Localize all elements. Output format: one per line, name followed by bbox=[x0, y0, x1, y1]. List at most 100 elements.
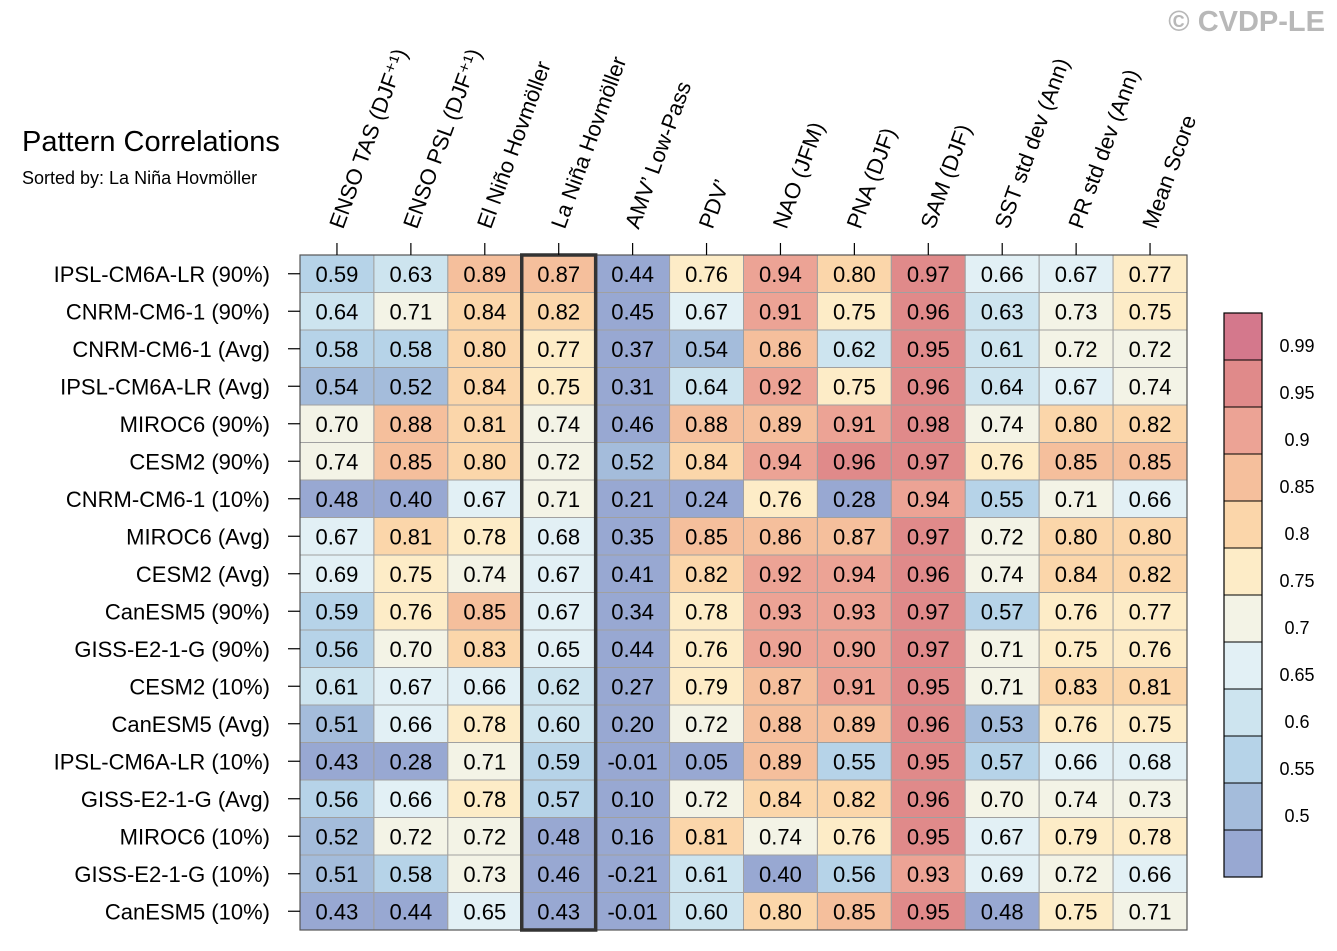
heatmap-cell bbox=[669, 854, 744, 893]
cell-value-label: 0.88 bbox=[685, 412, 728, 437]
heatmap-cell bbox=[816, 404, 892, 443]
heatmap-cell bbox=[816, 667, 892, 706]
cell-value-label: 0.92 bbox=[759, 562, 802, 587]
heatmap-cell bbox=[299, 329, 375, 368]
cell-value-label: 0.85 bbox=[1129, 449, 1172, 474]
cell-value-label: 0.28 bbox=[389, 749, 432, 774]
heatmap-cell bbox=[447, 667, 523, 706]
cell-value-label: 0.76 bbox=[685, 637, 728, 662]
cell-value-label: 0.80 bbox=[1129, 524, 1172, 549]
heatmap-cell bbox=[1112, 629, 1188, 668]
cell-value-label: 0.64 bbox=[981, 374, 1024, 399]
cell-value-label: 0.57 bbox=[981, 599, 1024, 624]
heatmap-cell bbox=[964, 742, 1040, 781]
cell-value-label: 0.72 bbox=[685, 787, 728, 812]
cell-value-label: 0.97 bbox=[907, 262, 950, 287]
row-label: IPSL-CM6A-LR (10%) bbox=[54, 749, 270, 774]
cell-value-label: 0.83 bbox=[463, 637, 506, 662]
cell-value-label: 0.74 bbox=[981, 412, 1024, 437]
column-label: PDV’ bbox=[694, 176, 735, 232]
cell-value-label: 0.75 bbox=[833, 374, 876, 399]
cell-value-label: 0.84 bbox=[759, 787, 802, 812]
cell-value-label: 0.78 bbox=[685, 599, 728, 624]
cell-value-label: 0.10 bbox=[611, 787, 654, 812]
colorbar-label: 0.95 bbox=[1279, 383, 1314, 403]
column-label: Mean Score bbox=[1137, 112, 1201, 232]
colorbar-label: 0.65 bbox=[1279, 665, 1314, 685]
cell-value-label: 0.44 bbox=[611, 262, 654, 287]
cell-value-label: 0.67 bbox=[389, 674, 432, 699]
column-label: ENSO PSL (DJF⁺¹) bbox=[398, 45, 486, 231]
colorbar-swatch bbox=[1224, 501, 1262, 548]
row-label: CESM2 (90%) bbox=[129, 449, 270, 474]
cell-value-label: 0.86 bbox=[759, 524, 802, 549]
heatmap-cell bbox=[890, 329, 966, 368]
cell-value-label: 0.37 bbox=[611, 337, 654, 362]
cell-value-label: 0.28 bbox=[833, 487, 876, 512]
cell-value-label: 0.67 bbox=[685, 299, 728, 324]
cell-value-label: 0.52 bbox=[316, 824, 359, 849]
colorbar-label: 0.75 bbox=[1279, 571, 1314, 591]
cell-value-label: 0.66 bbox=[1129, 487, 1172, 512]
heatmap-cell bbox=[595, 667, 671, 706]
cell-value-label: 0.58 bbox=[389, 337, 432, 362]
cell-value-label: 0.63 bbox=[389, 262, 432, 287]
cell-value-label: 0.97 bbox=[907, 637, 950, 662]
heatmap-cell bbox=[669, 479, 744, 518]
heatmap-cell bbox=[669, 442, 744, 481]
heatmap-cell bbox=[595, 779, 671, 818]
heatmap-cell bbox=[743, 592, 818, 631]
cell-value-label: 0.67 bbox=[316, 524, 359, 549]
heatmap-cell bbox=[816, 254, 892, 293]
cell-value-label: 0.68 bbox=[1129, 749, 1172, 774]
heatmap-cell bbox=[595, 517, 671, 556]
cell-value-label: 0.96 bbox=[907, 712, 950, 737]
heatmap-cell bbox=[743, 779, 818, 818]
heatmap-cell bbox=[1038, 404, 1114, 443]
heatmap-cell bbox=[1038, 704, 1114, 743]
cell-value-label: 0.80 bbox=[463, 337, 506, 362]
cell-value-label: 0.66 bbox=[389, 787, 432, 812]
cell-value-label: 0.72 bbox=[685, 712, 728, 737]
cell-value-label: 0.82 bbox=[685, 562, 728, 587]
heatmap-cell bbox=[816, 629, 892, 668]
heatmap-cell bbox=[1038, 592, 1114, 631]
colorbar-swatch bbox=[1224, 407, 1262, 454]
column-label: SST std dev (Ann) bbox=[989, 55, 1074, 232]
cell-value-label: 0.96 bbox=[907, 299, 950, 324]
cell-value-label: 0.67 bbox=[1055, 262, 1098, 287]
heatmap-cell bbox=[299, 442, 375, 481]
heatmap-cell bbox=[1112, 892, 1188, 931]
cell-value-label: 0.64 bbox=[316, 299, 359, 324]
cell-value-label: 0.72 bbox=[981, 524, 1024, 549]
cell-value-label: 0.73 bbox=[1055, 299, 1098, 324]
cell-value-label: 0.85 bbox=[685, 524, 728, 549]
cell-value-label: 0.78 bbox=[463, 524, 506, 549]
column-label: PNA (DJF) bbox=[842, 124, 901, 231]
column-label: El Niño Hovmöller bbox=[472, 58, 556, 232]
heatmap-cell bbox=[521, 892, 597, 931]
heatmap-cell bbox=[890, 629, 966, 668]
cell-value-label: 0.95 bbox=[907, 824, 950, 849]
cell-value-label: 0.78 bbox=[463, 712, 506, 737]
column-label: SAM (DJF) bbox=[915, 121, 976, 232]
cell-value-label: 0.76 bbox=[1055, 712, 1098, 737]
colorbar-label: 0.6 bbox=[1284, 712, 1309, 732]
column-label: ENSO TAS (DJF⁺¹) bbox=[324, 45, 412, 231]
cell-value-label: 0.62 bbox=[833, 337, 876, 362]
heatmap-cell bbox=[743, 629, 818, 668]
colorbar-swatch bbox=[1224, 454, 1262, 501]
cell-value-label: 0.70 bbox=[981, 787, 1024, 812]
heatmap-cell bbox=[521, 742, 597, 781]
cell-value-label: 0.59 bbox=[316, 262, 359, 287]
heatmap-cell bbox=[743, 742, 818, 781]
heatmap-cell bbox=[669, 554, 744, 593]
cell-value-label: 0.86 bbox=[759, 337, 802, 362]
cell-value-label: 0.61 bbox=[316, 674, 359, 699]
grid-border bbox=[299, 254, 1188, 931]
heatmap-cell bbox=[890, 817, 966, 856]
cell-value-label: 0.59 bbox=[316, 599, 359, 624]
cell-value-label: 0.91 bbox=[833, 412, 876, 437]
cell-value-label: 0.58 bbox=[316, 337, 359, 362]
